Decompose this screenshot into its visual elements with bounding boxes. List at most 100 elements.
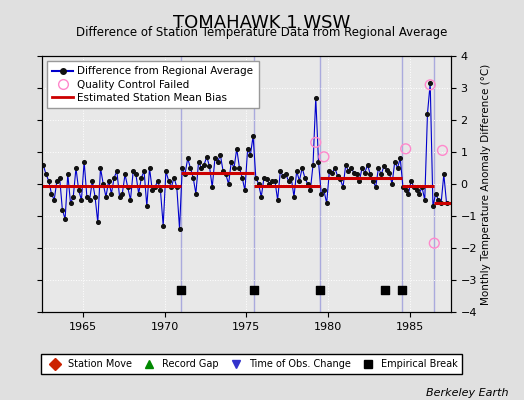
Point [252,174,260,181]
Point [50,197,58,203]
Point [306,187,314,194]
Legend: Station Move, Record Gap, Time of Obs. Change, Empirical Break: Station Move, Record Gap, Time of Obs. C… [41,354,462,374]
Point [61,216,69,222]
Point [156,187,165,194]
Point [320,187,328,194]
Text: TOMAHAWK 1 WSW: TOMAHAWK 1 WSW [173,14,351,32]
Point [186,165,194,171]
Point [421,197,429,203]
Point [80,158,89,165]
Point [276,168,285,174]
Point [279,173,287,179]
Point [399,184,407,190]
Point [429,203,437,210]
Point [178,165,187,171]
Point [426,82,434,88]
Point [42,171,50,178]
Point [85,197,94,203]
Point [423,110,432,117]
Point [254,181,263,187]
Point [107,190,116,197]
Point [224,181,233,187]
Point [197,165,205,171]
Point [303,181,312,187]
Point [39,162,48,168]
Point [315,286,324,293]
Point [189,174,198,181]
Point [88,178,96,184]
Point [222,171,230,178]
Point [301,174,309,181]
Text: Berkeley Earth: Berkeley Earth [426,388,508,398]
Point [205,163,214,170]
Point [336,176,344,182]
Point [396,155,405,162]
Point [314,158,323,165]
Point [312,139,320,146]
Point [250,286,259,293]
Point [58,206,67,213]
Point [342,162,350,168]
Point [96,165,105,171]
Point [298,165,307,171]
Point [216,152,225,158]
Point [194,158,203,165]
Point [94,219,102,226]
Point [72,165,80,171]
Point [383,166,391,173]
Point [148,187,157,194]
Point [328,170,336,176]
Point [268,178,276,184]
Point [285,178,293,184]
Point [366,171,375,178]
Point [401,187,410,194]
Point [331,165,339,171]
Point [183,155,192,162]
Point [219,168,227,174]
Point [358,165,366,171]
Point [244,146,252,152]
Point [192,190,200,197]
Point [176,226,184,232]
Text: Difference of Station Temperature Data from Regional Average: Difference of Station Temperature Data f… [77,26,447,39]
Point [437,200,445,206]
Point [401,146,410,152]
Point [203,154,211,160]
Point [388,181,396,187]
Point [361,170,369,176]
Point [211,155,219,162]
Point [265,181,274,187]
Point [257,194,266,200]
Point [274,197,282,203]
Point [238,174,246,181]
Point [200,162,208,168]
Point [124,184,132,190]
Point [369,178,377,184]
Point [292,168,301,174]
Point [363,162,372,168]
Point [390,158,399,165]
Point [241,187,249,194]
Point [74,187,83,194]
Point [154,178,162,184]
Point [77,197,85,203]
Point [434,197,443,203]
Point [181,171,189,178]
Point [233,146,241,152]
Point [440,171,448,178]
Point [140,168,148,174]
Point [102,194,110,200]
Point [227,158,235,165]
Point [208,184,216,190]
Point [167,184,176,190]
Point [53,178,61,184]
Point [113,168,121,174]
Point [372,184,380,190]
Point [404,190,412,197]
Point [271,178,279,184]
Point [380,163,388,170]
Point [213,158,222,165]
Point [162,168,170,174]
Point [287,174,296,181]
Point [145,165,154,171]
